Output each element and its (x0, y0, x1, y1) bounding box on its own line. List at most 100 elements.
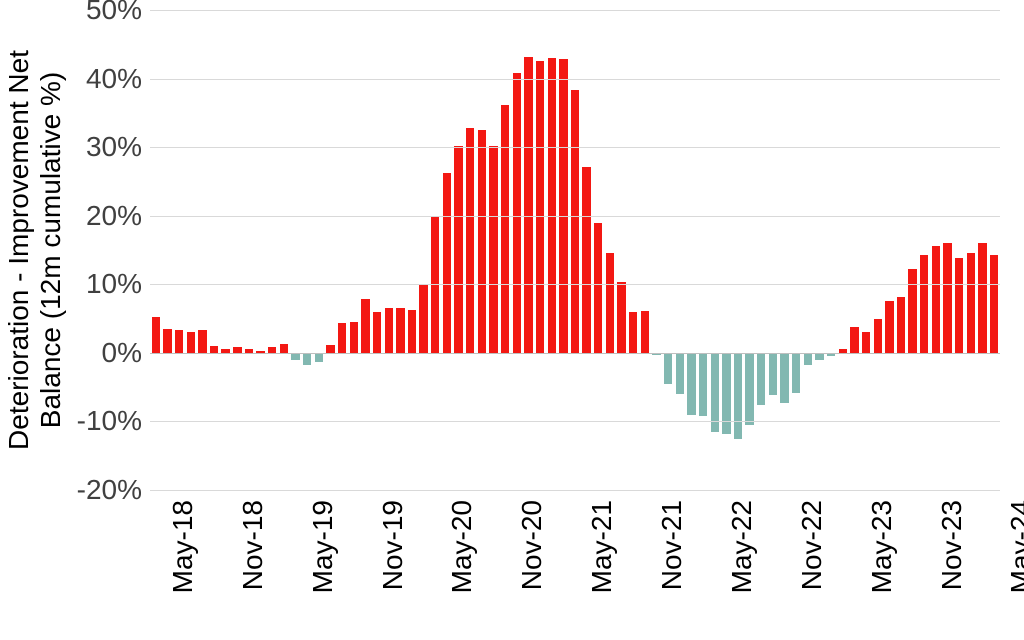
bar (396, 308, 404, 353)
gridline (150, 147, 1000, 148)
y-tick-label: 30% (86, 131, 142, 163)
bar (187, 332, 195, 353)
bar (466, 128, 474, 353)
bar (548, 58, 556, 353)
x-tick-label: Nov-19 (377, 500, 409, 590)
y-tick-label: -10% (77, 405, 142, 437)
bar (513, 73, 521, 353)
bar (711, 353, 719, 432)
bar (175, 330, 183, 353)
bar (664, 353, 672, 384)
gridline (150, 10, 1000, 11)
x-tick-label: May-19 (307, 500, 339, 593)
bar (163, 329, 171, 353)
y-axis-title: Deterioration - Improvement Net Balance … (3, 50, 67, 450)
gridline (150, 490, 1000, 491)
y-tick-label: 20% (86, 200, 142, 232)
bar (932, 246, 940, 353)
bar (804, 353, 812, 365)
chart-container: Deterioration - Improvement Net Balance … (0, 0, 1024, 640)
x-tick-label: Nov-18 (237, 500, 269, 590)
bar (897, 297, 905, 353)
bar (385, 308, 393, 353)
x-tick-label: May-20 (446, 500, 478, 593)
y-tick-labels: -20%-10%0%10%20%30%40%50% (62, 10, 150, 490)
x-tick-label: May-21 (586, 500, 618, 593)
bar (978, 243, 986, 353)
y-tick-label: 50% (86, 0, 142, 26)
plot-wrapper: -20%-10%0%10%20%30%40%50% (62, 10, 1000, 490)
bar (943, 243, 951, 353)
bar (478, 130, 486, 353)
bar (373, 312, 381, 353)
x-tick-label: Nov-22 (796, 500, 828, 590)
gridline (150, 79, 1000, 80)
x-tick-labels: May-18 Nov-18 May-19 Nov-19 May-20 Nov-20 May-… (150, 500, 1000, 640)
bar (559, 59, 567, 352)
bar (280, 344, 288, 353)
x-tick-label: May-22 (726, 500, 758, 593)
bar (443, 173, 451, 353)
bar (955, 258, 963, 353)
bar (338, 323, 346, 353)
bar (582, 167, 590, 353)
gridline (150, 284, 1000, 285)
bar (536, 61, 544, 352)
y-tick-label: -20% (77, 474, 142, 506)
x-tick-label: May-18 (167, 500, 199, 593)
bar (350, 322, 358, 353)
bar (769, 353, 777, 396)
bar (210, 346, 218, 353)
bar (594, 223, 602, 353)
y-tick-label: 0% (102, 337, 142, 369)
bar (326, 345, 334, 353)
bar (676, 353, 684, 394)
y-tick-label: 40% (86, 63, 142, 95)
bar (967, 253, 975, 352)
gridline (150, 421, 1000, 422)
bar (862, 332, 870, 353)
bar (606, 253, 614, 353)
bar (291, 353, 299, 360)
bar (361, 299, 369, 352)
bar (780, 353, 788, 403)
gridline (150, 216, 1000, 217)
x-tick-label: May-24 (1005, 500, 1024, 593)
bar (990, 255, 998, 352)
y-tick-label: 10% (86, 268, 142, 300)
x-tick-label: Nov-23 (936, 500, 968, 590)
bar (699, 353, 707, 416)
plot-area (150, 10, 1000, 490)
gridline (150, 353, 1000, 354)
bars-layer (150, 10, 1000, 490)
bar (501, 105, 509, 353)
bar (303, 353, 311, 365)
bar (874, 319, 882, 353)
bar (152, 317, 160, 353)
bar (908, 269, 916, 353)
bar (408, 310, 416, 353)
bar (454, 146, 462, 353)
bar (815, 353, 823, 360)
x-tick-label: May-23 (866, 500, 898, 593)
bar (629, 312, 637, 353)
y-axis-title-line1: Deterioration - Improvement Net (3, 50, 35, 450)
bar (757, 353, 765, 405)
x-tick-label: Nov-20 (516, 500, 548, 590)
bar (617, 282, 625, 353)
bar (734, 353, 742, 439)
bar (885, 301, 893, 352)
bar (315, 353, 323, 362)
bar (687, 353, 695, 415)
bar (792, 353, 800, 393)
bar (419, 284, 427, 353)
bar (745, 353, 753, 425)
bar (571, 90, 579, 353)
bar (920, 255, 928, 352)
bar (524, 57, 532, 353)
bar (489, 146, 497, 353)
bar (641, 311, 649, 353)
x-tick-label: Nov-21 (656, 500, 688, 590)
bar (850, 327, 858, 353)
bar (198, 330, 206, 353)
